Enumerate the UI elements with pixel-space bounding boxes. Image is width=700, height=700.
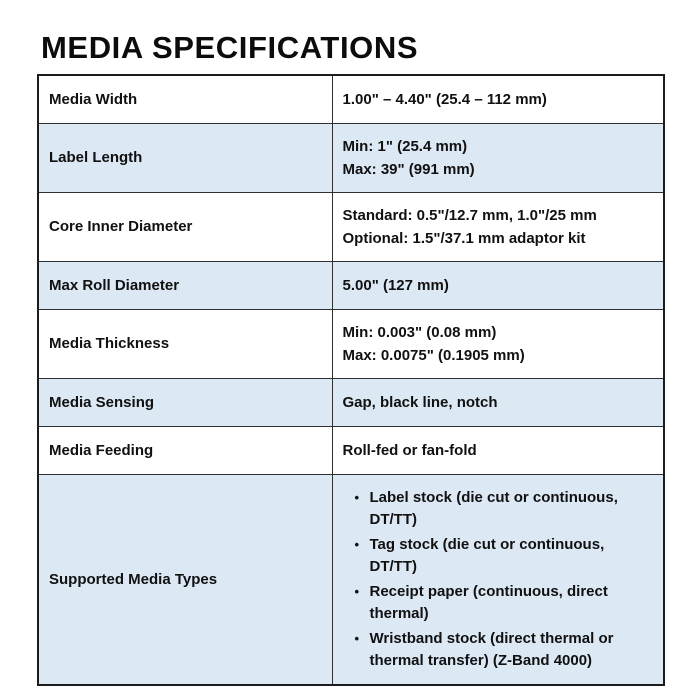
- table-row: Media Feeding Roll-fed or fan-fold: [37, 425, 665, 475]
- spec-value: 1.00" – 4.40" (25.4 – 112 mm): [331, 74, 665, 124]
- spec-label: Media Sensing: [37, 377, 333, 427]
- table-row: Max Roll Diameter 5.00" (127 mm): [37, 260, 665, 310]
- spec-label: Supported Media Types: [37, 473, 333, 685]
- page-title: MEDIA SPECIFICATIONS: [41, 30, 419, 65]
- spec-value-line: 5.00" (127 mm): [342, 276, 449, 294]
- spec-label: Max Roll Diameter: [37, 260, 333, 310]
- spec-value-line: Min: 1" (25.4 mm): [342, 137, 468, 155]
- spec-value-line: Standard: 0.5"/12.7 mm, 1.0"/25 mm: [342, 206, 597, 224]
- spec-label: Core Inner Diameter: [37, 191, 333, 262]
- spec-value: Min: 0.003" (0.08 mm) Max: 0.0075" (0.19…: [331, 308, 665, 379]
- spec-value-line: Max: 0.0075" (0.1905 mm): [342, 346, 525, 364]
- spec-value: 5.00" (127 mm): [331, 260, 665, 310]
- list-item: Wristband stock (direct thermal or therm…: [355, 628, 654, 672]
- media-specifications-table: Media Width 1.00" – 4.40" (25.4 – 112 mm…: [37, 74, 665, 686]
- list-item: Receipt paper (continuous, direct therma…: [355, 581, 654, 625]
- list-item: Label stock (die cut or continuous, DT/T…: [355, 487, 654, 531]
- spec-value-line: Gap, black line, notch: [342, 393, 498, 411]
- spec-label: Label Length: [37, 122, 333, 193]
- spec-value-line: Min: 0.003" (0.08 mm): [342, 323, 497, 341]
- table-row: Media Sensing Gap, black line, notch: [37, 377, 665, 427]
- spec-value: Roll-fed or fan-fold: [331, 425, 665, 475]
- spec-label: Media Thickness: [37, 308, 333, 379]
- spec-value-line: Roll-fed or fan-fold: [342, 441, 477, 459]
- spec-value: Label stock (die cut or continuous, DT/T…: [331, 473, 665, 685]
- list-item: Tag stock (die cut or continuous, DT/TT): [355, 534, 654, 578]
- spec-label: Media Feeding: [37, 425, 333, 475]
- table-row: Media Width 1.00" – 4.40" (25.4 – 112 mm…: [37, 74, 665, 124]
- spec-value: Standard: 0.5"/12.7 mm, 1.0"/25 mm Optio…: [331, 191, 665, 262]
- table-row: Core Inner Diameter Standard: 0.5"/12.7 …: [37, 191, 665, 262]
- spec-value: Min: 1" (25.4 mm) Max: 39" (991 mm): [331, 122, 665, 193]
- spec-value-line: Max: 39" (991 mm): [342, 160, 475, 178]
- spec-label: Media Width: [37, 74, 333, 124]
- spec-value-line: Optional: 1.5"/37.1 mm adaptor kit: [342, 229, 586, 247]
- table-row: Label Length Min: 1" (25.4 mm) Max: 39" …: [37, 122, 665, 193]
- supported-media-types-list: Label stock (die cut or continuous, DT/T…: [343, 487, 654, 672]
- table-row: Supported Media Types Label stock (die c…: [37, 473, 665, 685]
- spec-value: Gap, black line, notch: [331, 377, 665, 427]
- table-row: Media Thickness Min: 0.003" (0.08 mm) Ma…: [37, 308, 665, 379]
- spec-value-line: 1.00" – 4.40" (25.4 – 112 mm): [342, 90, 547, 108]
